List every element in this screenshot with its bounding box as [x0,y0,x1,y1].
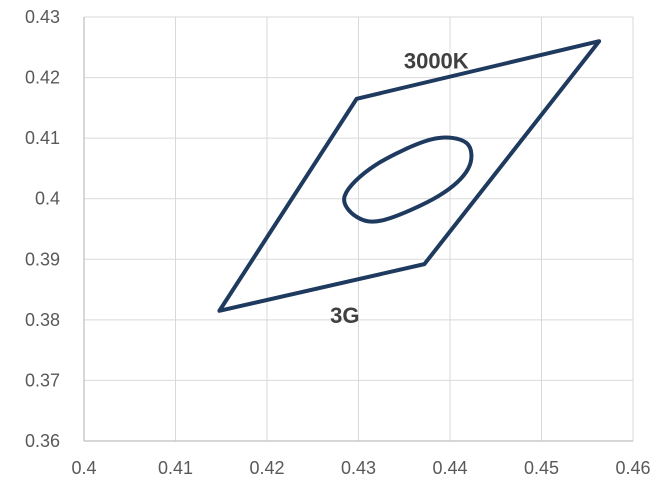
y-axis-tick-labels: 0.36 0.37 0.38 0.39 0.4 0.41 0.42 0.43 [25,7,60,451]
ellipse-region [342,135,474,224]
x-tick-label: 0.4 [71,458,96,478]
annotations: 3000K 3G [330,48,469,327]
y-tick-label: 0.36 [25,431,60,451]
x-tick-label: 0.41 [158,458,193,478]
y-tick-label: 0.37 [25,370,60,390]
quadrangle-3000k [217,39,602,313]
grid [83,16,634,442]
x-tick-label: 0.43 [341,458,376,478]
annotation-label: 3G [330,303,359,328]
y-tick-label: 0.42 [25,68,60,88]
y-tick-label: 0.4 [35,189,60,209]
y-tick-label: 0.39 [25,249,60,269]
x-tick-label: 0.45 [524,458,559,478]
y-tick-label: 0.38 [25,310,60,330]
y-tick-label: 0.41 [25,128,60,148]
x-axis-tick-labels: 0.4 0.41 0.42 0.43 0.44 0.45 0.46 [71,458,650,478]
y-tick-label: 0.43 [25,7,60,27]
plot-series [217,39,602,313]
x-tick-label: 0.46 [615,458,650,478]
annotation-label: 3000K [404,48,469,73]
axes [83,17,633,442]
x-tick-label: 0.44 [432,458,467,478]
x-tick-label: 0.42 [249,458,284,478]
